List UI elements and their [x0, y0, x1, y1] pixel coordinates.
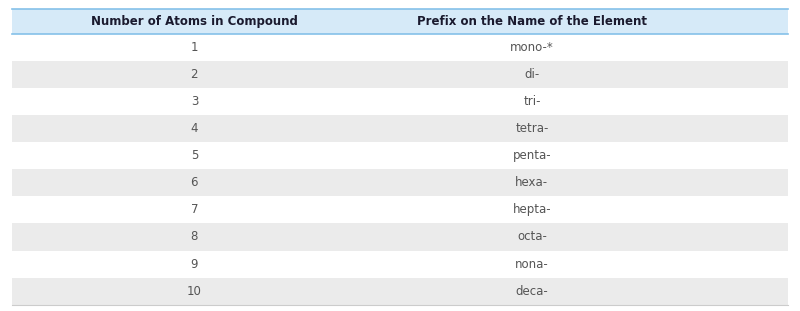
Bar: [12, 88, 788, 115]
Text: 6: 6: [190, 176, 198, 189]
Text: Prefix on the Name of the Element: Prefix on the Name of the Element: [417, 15, 647, 28]
Text: di-: di-: [524, 68, 539, 81]
Text: hexa-: hexa-: [515, 176, 549, 189]
Text: 9: 9: [190, 258, 198, 271]
Text: tri-: tri-: [523, 95, 541, 108]
Text: 8: 8: [190, 230, 198, 244]
Bar: [12, 278, 788, 305]
Text: Number of Atoms in Compound: Number of Atoms in Compound: [91, 15, 298, 28]
Bar: [12, 169, 788, 196]
Text: 4: 4: [190, 122, 198, 135]
Text: 5: 5: [190, 149, 198, 162]
Text: tetra-: tetra-: [515, 122, 549, 135]
Bar: [12, 34, 788, 61]
Text: 3: 3: [190, 95, 198, 108]
Text: 7: 7: [190, 203, 198, 216]
Text: mono-*: mono-*: [510, 41, 554, 53]
Bar: [12, 61, 788, 88]
Text: 10: 10: [187, 285, 202, 298]
Text: 1: 1: [190, 41, 198, 53]
Bar: [12, 223, 788, 251]
Text: nona-: nona-: [515, 258, 549, 271]
Bar: [12, 9, 788, 34]
Bar: [12, 115, 788, 142]
Text: 2: 2: [190, 68, 198, 81]
Bar: [12, 251, 788, 278]
Text: hepta-: hepta-: [513, 203, 551, 216]
Text: deca-: deca-: [515, 285, 548, 298]
Bar: [12, 142, 788, 169]
Text: penta-: penta-: [513, 149, 551, 162]
Text: octa-: octa-: [517, 230, 547, 244]
Bar: [12, 196, 788, 223]
